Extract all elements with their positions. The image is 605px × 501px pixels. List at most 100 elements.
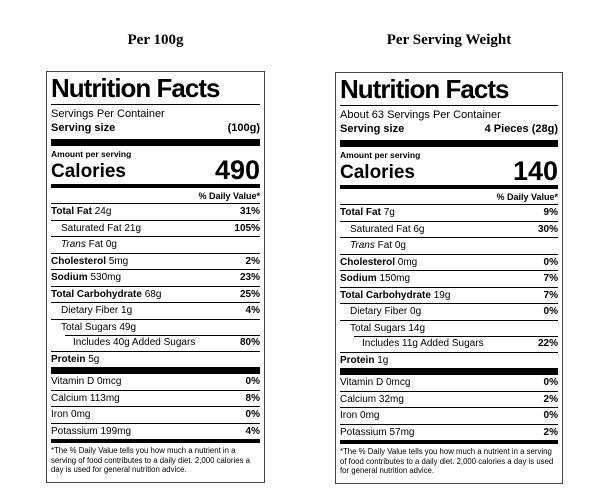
- nutrient-pct: 22%: [537, 338, 558, 349]
- micronutrient-row-vitamin-d: Vitamin D 0mcg 0%: [340, 375, 558, 391]
- nutrient-row-dietary-fiber: Dietary Fiber 1g 4%: [51, 302, 260, 319]
- column-heading-per-100g: Per 100g: [127, 32, 184, 48]
- thick-divider: [51, 139, 260, 146]
- amount-per-serving: Amount per serving: [51, 149, 132, 159]
- nutrient-qty: 19g: [430, 289, 451, 301]
- nutrient-pct: 25%: [239, 288, 260, 300]
- nutrient-name: Iron 0mg: [340, 410, 380, 421]
- micronutrient-row-potassium: Potassium 199mg 4%: [51, 422, 260, 440]
- nutrient-name: Cholesterol 0mg: [340, 256, 417, 269]
- nutrient-name-bold: Sodium: [51, 272, 88, 283]
- nutrient-pct: 0%: [245, 376, 260, 387]
- servings-per-container: Servings Per Container: [51, 108, 165, 120]
- nutrient-row-sodium: Sodium 530mg 23%: [51, 269, 260, 286]
- nutrient-qty: 0mg: [395, 256, 418, 268]
- footnote: *The % Daily Value tells you how much a …: [51, 446, 250, 475]
- micronutrient-row-calcium: Calcium 32mg 2%: [340, 390, 558, 408]
- nutrient-name: Total Carbohydrate 68g: [51, 288, 161, 301]
- serving-size-row: Serving size (100g): [51, 121, 260, 139]
- nutrient-row-saturated-fat: Saturated Fat 21g 105%: [51, 219, 260, 237]
- micronutrient-row-iron: Iron 0mg 0%: [51, 406, 260, 423]
- thick-divider: [340, 368, 558, 375]
- nutrient-name: Protein 1g: [340, 354, 388, 367]
- serving-size-value: (100g): [227, 122, 260, 134]
- nutrient-name: Potassium 57mg: [340, 426, 415, 438]
- nutrient-name-bold: Total Carbohydrate: [340, 289, 431, 301]
- nutrient-qty: 150mg: [376, 273, 411, 284]
- nutrient-name: Saturated Fat 21g: [61, 222, 142, 234]
- nutrient-name: Total Sugars 14g: [350, 322, 426, 334]
- nutrient-qty: 68g: [141, 288, 162, 300]
- medium-divider: [340, 185, 558, 189]
- serving-size-value: 4 Pieces (28g): [484, 123, 558, 135]
- nutrient-name-bold: Cholesterol: [340, 256, 396, 268]
- calories-value: 140: [512, 156, 558, 186]
- micronutrient-row-vitamin-d: Vitamin D 0mcg 0%: [51, 374, 260, 390]
- nutrient-name: Total Carbohydrate 19g: [340, 289, 450, 302]
- thick-divider: [340, 140, 558, 147]
- nutrient-name: Total Fat 24g: [51, 205, 111, 218]
- nutrient-qty: 1g: [374, 354, 389, 366]
- nutrient-row-added-sugars: Includes 40g Added Sugars 80%: [51, 335, 260, 351]
- nutrition-facts-title: Nutrition Facts: [51, 72, 260, 105]
- nutrient-name-italic: Trans: [61, 239, 86, 250]
- nutrient-name: Potassium 199mg: [51, 425, 132, 437]
- nutrient-pct: 8%: [245, 392, 260, 404]
- nutrient-name: Includes 40g Added Sugars: [73, 337, 196, 348]
- nutrient-name: Dietary Fiber 0g: [350, 306, 422, 317]
- nutrient-name-bold: Cholesterol: [51, 255, 107, 267]
- nutrient-name: Saturated Fat 6g: [350, 223, 425, 235]
- calories-value: 490: [214, 155, 260, 185]
- nutrient-pct: 7%: [543, 273, 558, 284]
- nutrient-name: Vitamin D 0mcg: [51, 376, 122, 387]
- column-heading-per-serving-weight: Per Serving Weight: [386, 32, 512, 48]
- nutrient-qty: 7g: [380, 207, 395, 218]
- nutrient-pct: 0%: [543, 410, 558, 421]
- daily-value-header: % Daily Value*: [496, 192, 558, 202]
- nutrient-pct: 7%: [543, 289, 558, 301]
- serving-size-label: Serving size: [340, 123, 405, 135]
- micronutrient-row-iron: Iron 0mg 0%: [340, 407, 558, 424]
- nutrition-label-per-serving-weight: Nutrition Facts About 63 Servings Per Co…: [335, 72, 563, 484]
- nutrient-name-bold: Sodium: [340, 273, 377, 284]
- nutrient-row-added-sugars: Includes 11g Added Sugars 22%: [340, 336, 558, 352]
- nutrient-row-trans-fat: Trans Fat 0g: [51, 236, 260, 253]
- nutrient-row-total-sugars: Total Sugars 49g: [51, 318, 260, 336]
- nutrient-pct: 105%: [234, 222, 260, 234]
- nutrient-qty: Fat 0g: [85, 239, 117, 250]
- medium-divider: [51, 184, 260, 188]
- nutrient-pct: 31%: [239, 206, 260, 217]
- nutrient-name-bold: Total Carbohydrate: [51, 288, 142, 300]
- nutrient-row-total-fat: Total Fat 7g 9%: [340, 204, 558, 221]
- nutrient-pct: 0%: [543, 256, 558, 268]
- nutrient-row-total-fat: Total Fat 24g 31%: [51, 203, 260, 220]
- nutrient-name: Vitamin D 0mcg: [340, 377, 411, 388]
- micronutrient-row-potassium: Potassium 57mg 2%: [340, 423, 558, 441]
- nutrient-row-total-carbohydrate: Total Carbohydrate 68g 25%: [51, 285, 260, 303]
- nutrient-name: Trans Fat 0g: [350, 239, 406, 252]
- nutrient-row-dietary-fiber: Dietary Fiber 0g 0%: [340, 303, 558, 320]
- nutrient-name: Protein 5g: [51, 353, 99, 366]
- nutrient-pct: 0%: [543, 377, 558, 388]
- serving-size-label: Serving size: [51, 122, 116, 134]
- nutrient-qty: 5g: [85, 353, 100, 365]
- serving-size-row: Serving size 4 Pieces (28g): [340, 122, 558, 140]
- nutrient-name: Total Fat 7g: [340, 206, 395, 219]
- nutrient-name-italic: Trans: [350, 240, 375, 251]
- nutrient-name: Dietary Fiber 1g: [61, 305, 133, 316]
- nutrient-row-saturated-fat: Saturated Fat 6g 30%: [340, 220, 558, 238]
- nutrient-name: Calcium 32mg: [340, 393, 404, 405]
- nutrient-pct: 0%: [543, 306, 558, 317]
- nutrient-pct: 4%: [245, 425, 260, 437]
- nutrient-name: Sodium 530mg: [51, 271, 121, 284]
- nutrient-name: Trans Fat 0g: [61, 238, 117, 251]
- nutrient-pct: 9%: [543, 207, 558, 218]
- nutrient-pct: 30%: [537, 223, 558, 235]
- nutrient-qty: 530mg: [87, 272, 122, 283]
- medium-divider: [340, 440, 558, 444]
- nutrient-row-total-sugars: Total Sugars 14g: [340, 319, 558, 337]
- amount-per-serving: Amount per serving: [340, 150, 421, 160]
- nutrient-row-cholesterol: Cholesterol 0mg 0%: [340, 253, 558, 271]
- calories-label: Calories: [51, 161, 126, 182]
